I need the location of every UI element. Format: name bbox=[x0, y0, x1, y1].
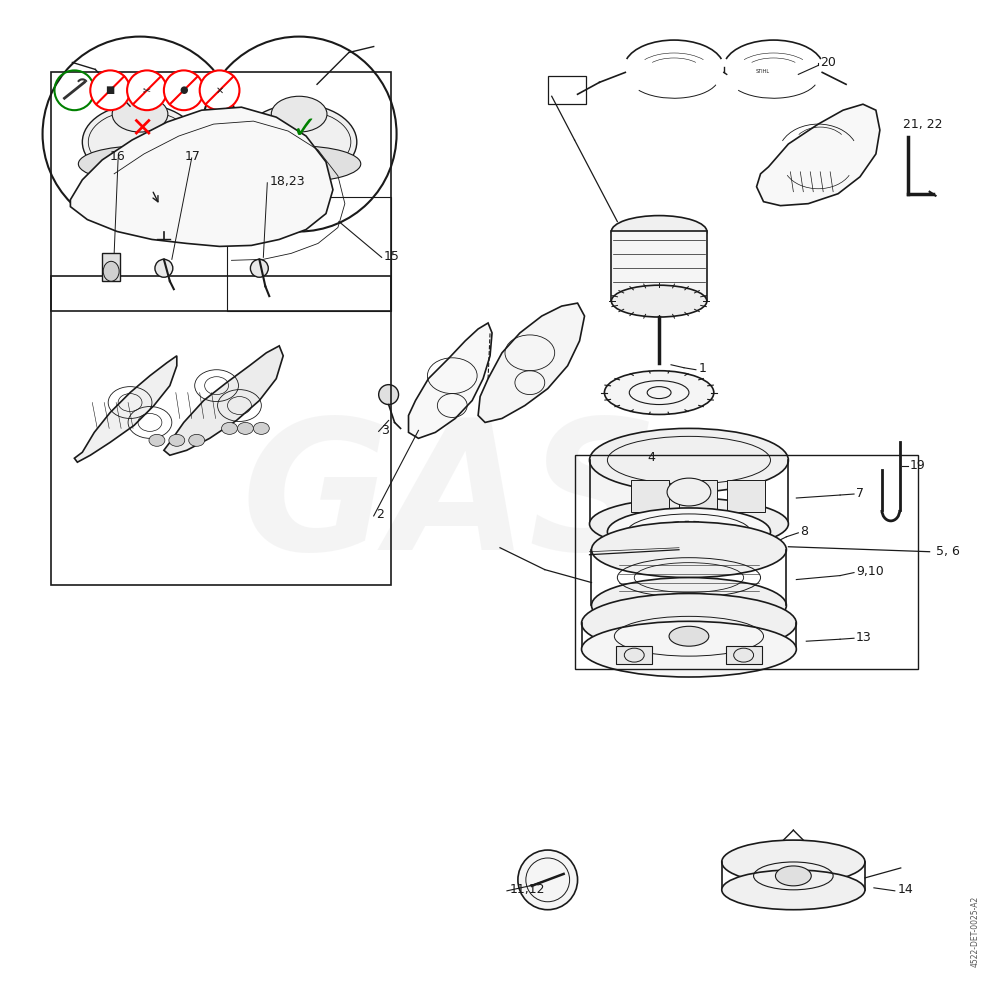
Text: 8: 8 bbox=[800, 525, 808, 538]
Ellipse shape bbox=[237, 146, 361, 182]
Bar bbox=[679, 480, 717, 512]
Text: GAS: GAS bbox=[241, 412, 659, 588]
Bar bbox=[227, 197, 391, 311]
Bar bbox=[51, 72, 391, 311]
Text: 13: 13 bbox=[856, 631, 872, 644]
Text: 17: 17 bbox=[185, 150, 201, 163]
Text: 1: 1 bbox=[699, 362, 707, 375]
Bar bbox=[51, 276, 391, 585]
Ellipse shape bbox=[590, 428, 788, 492]
Ellipse shape bbox=[112, 96, 168, 132]
Text: 11,12: 11,12 bbox=[510, 883, 545, 896]
Text: 4: 4 bbox=[647, 451, 655, 464]
Bar bbox=[102, 253, 120, 281]
Text: 7: 7 bbox=[856, 487, 864, 500]
Circle shape bbox=[518, 850, 578, 910]
Ellipse shape bbox=[241, 104, 357, 180]
Text: 4522-DET-0025-A2: 4522-DET-0025-A2 bbox=[971, 896, 980, 967]
Ellipse shape bbox=[611, 216, 707, 247]
Text: 19: 19 bbox=[910, 459, 925, 472]
Ellipse shape bbox=[590, 498, 788, 550]
Text: 9,10: 9,10 bbox=[856, 565, 884, 578]
Bar bbox=[611, 231, 707, 301]
Text: 15: 15 bbox=[384, 250, 400, 263]
Bar bbox=[575, 455, 918, 669]
Ellipse shape bbox=[607, 508, 770, 556]
Polygon shape bbox=[478, 303, 585, 422]
Ellipse shape bbox=[604, 371, 714, 414]
Ellipse shape bbox=[222, 422, 237, 434]
Text: ✂: ✂ bbox=[143, 85, 151, 95]
Text: 18,23: 18,23 bbox=[269, 175, 305, 188]
Circle shape bbox=[90, 70, 130, 110]
Ellipse shape bbox=[169, 434, 185, 446]
Ellipse shape bbox=[379, 385, 399, 405]
Ellipse shape bbox=[591, 578, 786, 633]
Text: 3: 3 bbox=[381, 424, 389, 437]
Ellipse shape bbox=[250, 259, 268, 277]
Ellipse shape bbox=[669, 626, 709, 646]
Bar bbox=[631, 480, 669, 512]
Text: 20: 20 bbox=[820, 56, 836, 69]
Ellipse shape bbox=[591, 522, 786, 578]
Text: ■: ■ bbox=[106, 85, 115, 95]
Ellipse shape bbox=[582, 621, 796, 677]
Ellipse shape bbox=[237, 422, 253, 434]
Ellipse shape bbox=[103, 261, 119, 281]
Ellipse shape bbox=[149, 434, 165, 446]
Ellipse shape bbox=[775, 866, 811, 886]
Ellipse shape bbox=[78, 146, 202, 182]
Text: 14: 14 bbox=[898, 883, 914, 896]
Text: 21, 22: 21, 22 bbox=[903, 118, 942, 131]
Polygon shape bbox=[70, 107, 333, 246]
Ellipse shape bbox=[253, 422, 269, 434]
Ellipse shape bbox=[722, 870, 865, 910]
Ellipse shape bbox=[82, 104, 198, 180]
Ellipse shape bbox=[189, 434, 205, 446]
Text: 16: 16 bbox=[109, 150, 125, 163]
Circle shape bbox=[164, 70, 204, 110]
Bar bbox=[548, 76, 586, 104]
Ellipse shape bbox=[271, 96, 327, 132]
Text: ✓: ✓ bbox=[291, 115, 317, 144]
Ellipse shape bbox=[611, 285, 707, 317]
Text: STIHL: STIHL bbox=[755, 69, 770, 74]
Text: 5, 6: 5, 6 bbox=[936, 545, 959, 558]
Bar bbox=[727, 480, 765, 512]
Ellipse shape bbox=[667, 478, 711, 506]
Text: ✕: ✕ bbox=[130, 115, 154, 143]
Polygon shape bbox=[409, 323, 492, 438]
Bar bbox=[726, 646, 762, 664]
Ellipse shape bbox=[582, 593, 796, 653]
Text: ✕: ✕ bbox=[216, 85, 224, 95]
Text: 2: 2 bbox=[376, 508, 384, 521]
Circle shape bbox=[127, 70, 167, 110]
Polygon shape bbox=[74, 356, 177, 462]
Ellipse shape bbox=[722, 840, 865, 884]
Polygon shape bbox=[164, 346, 283, 455]
Polygon shape bbox=[757, 104, 880, 206]
Circle shape bbox=[200, 70, 239, 110]
Ellipse shape bbox=[155, 259, 173, 277]
Text: ●: ● bbox=[180, 85, 188, 95]
Bar bbox=[616, 646, 652, 664]
